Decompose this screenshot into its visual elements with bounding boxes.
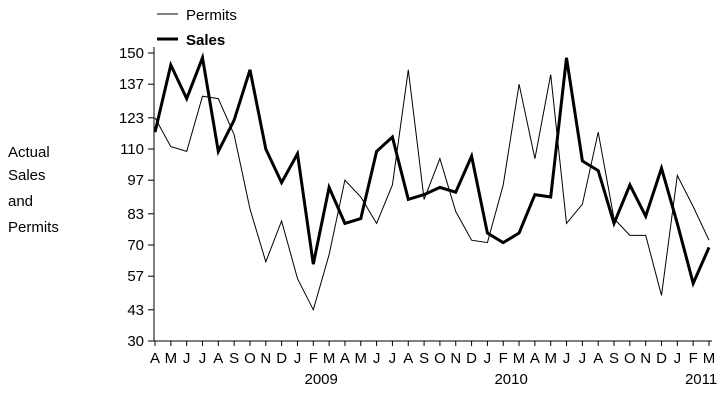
y-tick-label: 70 <box>127 237 144 254</box>
x-tick-label: S <box>609 350 619 367</box>
y-tick-label: 83 <box>127 206 144 223</box>
x-tick-label: A <box>530 350 540 367</box>
legend-label-sales: Sales <box>186 32 225 49</box>
y-tick-label: 137 <box>119 76 144 93</box>
x-tick-label: J <box>484 350 492 367</box>
axes <box>154 47 712 341</box>
x-tick-label: O <box>434 350 446 367</box>
y-tick-label: 43 <box>127 302 144 319</box>
legend: Permits Sales <box>157 7 237 49</box>
x-tick-label: F <box>499 350 508 367</box>
x-tick-label: J <box>389 350 397 367</box>
y-axis-label-line: Sales <box>8 167 46 184</box>
x-tick-label: D <box>656 350 667 367</box>
x-tick-label: F <box>309 350 318 367</box>
x-tick-label: N <box>450 350 461 367</box>
year-label: 2011 <box>685 371 717 388</box>
x-tick-label: J <box>294 350 302 367</box>
x-tick-label: A <box>213 350 223 367</box>
x-tick-label: N <box>640 350 651 367</box>
x-tick-label: A <box>150 350 160 367</box>
y-axis-label-line: Permits <box>8 219 59 236</box>
x-tick-label: J <box>183 350 191 367</box>
x-tick-label: M <box>513 350 526 367</box>
x-tick-label: J <box>579 350 587 367</box>
year-label: 2010 <box>494 371 527 388</box>
x-tick-label: M <box>703 350 716 367</box>
x-tick-label: A <box>403 350 413 367</box>
x-tick-label: O <box>624 350 636 367</box>
x-tick-label: D <box>276 350 287 367</box>
x-tick-label: A <box>340 350 350 367</box>
y-tick-label: 150 <box>119 45 144 62</box>
y-axis-ticks: 150 137 123 110 97 83 70 57 43 30 <box>119 45 154 350</box>
x-tick-label: N <box>260 350 271 367</box>
y-tick-label: 97 <box>127 172 144 189</box>
x-tick-label: J <box>199 350 207 367</box>
year-labels: 2009 2010 2011 <box>305 371 718 388</box>
series-layer <box>155 58 709 310</box>
x-tick-label: M <box>323 350 336 367</box>
x-tick-label: J <box>674 350 682 367</box>
series-line-sales <box>155 58 709 284</box>
year-label: 2009 <box>305 371 338 388</box>
y-tick-label: 123 <box>119 110 144 127</box>
x-tick-label: D <box>466 350 477 367</box>
y-axis-label-line: Actual <box>8 144 50 161</box>
x-tick-label: S <box>229 350 239 367</box>
x-tick-label: M <box>355 350 368 367</box>
series-sales <box>155 58 709 284</box>
y-tick-label: 110 <box>120 141 144 158</box>
x-tick-label: J <box>563 350 571 367</box>
y-axis-label-line: and <box>8 193 33 210</box>
legend-label-permits: Permits <box>186 7 237 24</box>
x-tick-label: M <box>165 350 178 367</box>
x-tick-label: S <box>419 350 429 367</box>
x-tick-label: F <box>689 350 698 367</box>
x-tick-label: O <box>244 350 256 367</box>
y-tick-label: 30 <box>127 333 144 350</box>
x-tick-label: J <box>373 350 381 367</box>
y-tick-label: 57 <box>127 268 144 285</box>
x-tick-label: M <box>544 350 557 367</box>
x-tick-label: A <box>593 350 603 367</box>
